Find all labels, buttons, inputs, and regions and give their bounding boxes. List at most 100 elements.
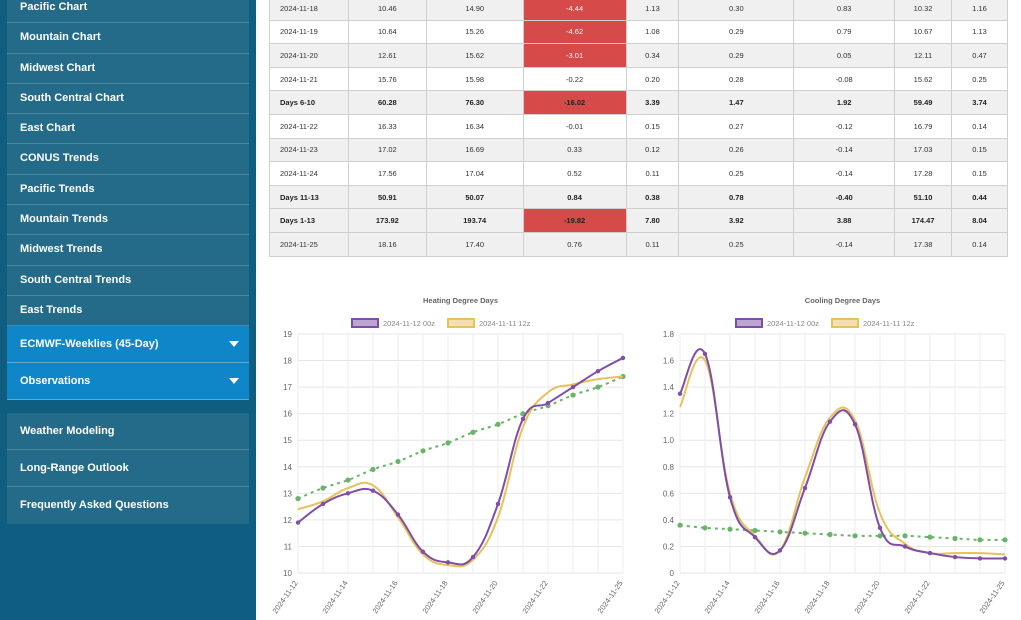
data-point[interactable] xyxy=(877,525,883,531)
table-row: 2024-11-22 16.33 16.34 -0.01 0.15 0.27 -0.12 16… xyxy=(269,113,1008,139)
table-cell: 2024-11-24 xyxy=(269,161,349,186)
data-point[interactable] xyxy=(520,416,526,422)
legend-label[interactable]: 2024-11-12 00z xyxy=(383,319,435,328)
data-point[interactable] xyxy=(677,522,683,528)
legend-label[interactable]: 2024-11-11 12z xyxy=(863,319,915,328)
data-point[interactable] xyxy=(927,534,933,540)
data-point[interactable] xyxy=(395,512,401,517)
sidebar-item-pacific-trends[interactable]: Pacific Trends xyxy=(7,175,249,206)
data-point[interactable] xyxy=(852,422,858,427)
data-point[interactable] xyxy=(595,384,601,390)
data-point[interactable] xyxy=(345,491,351,496)
data-point[interactable] xyxy=(752,527,758,534)
data-point[interactable] xyxy=(952,535,958,542)
sidebar-item-pacific-chart[interactable]: Pacific Chart xyxy=(7,0,249,24)
data-point[interactable] xyxy=(420,448,426,454)
data-point[interactable] xyxy=(295,520,301,525)
data-point[interactable] xyxy=(345,477,351,483)
sidebar-item-mountain-chart[interactable]: Mountain Chart xyxy=(7,23,249,54)
data-point[interactable] xyxy=(545,400,551,406)
sidebar-link-weather-modeling[interactable]: Weather Modeling xyxy=(7,413,249,450)
data-point[interactable] xyxy=(702,351,708,357)
data-point[interactable] xyxy=(620,355,626,361)
data-point[interactable] xyxy=(445,440,451,446)
data-point[interactable] xyxy=(727,495,733,500)
data-point[interactable] xyxy=(420,549,426,554)
table-cell: 3.88 xyxy=(793,208,896,233)
sidebar-item-south-central-trends[interactable]: South Central Trends xyxy=(7,266,249,296)
data-point[interactable] xyxy=(802,530,808,536)
data-point[interactable] xyxy=(902,533,908,539)
dropdown-observations[interactable]: Observations xyxy=(7,363,249,401)
data-point[interactable] xyxy=(777,529,783,535)
table-cell: -3.01 xyxy=(522,43,627,68)
table-cell: 10.32 xyxy=(894,0,953,21)
data-point[interactable] xyxy=(495,501,501,507)
y-tick-label: 1.4 xyxy=(663,383,675,392)
sidebar-item-east-chart[interactable]: East Chart xyxy=(7,114,249,145)
table-cell: 1.92 xyxy=(793,90,896,115)
data-point[interactable] xyxy=(927,550,933,556)
data-point[interactable] xyxy=(370,488,376,493)
data-point[interactable] xyxy=(752,534,758,540)
data-point[interactable] xyxy=(570,392,576,398)
data-point[interactable] xyxy=(395,458,401,465)
data-point[interactable] xyxy=(702,525,708,531)
data-point[interactable] xyxy=(727,526,733,532)
table-row: 2024-11-23 17.02 16.69 0.33 0.12 0.26 -0.14 17.… xyxy=(269,137,1008,163)
legend-swatch[interactable] xyxy=(351,318,379,328)
table-cell: 10.64 xyxy=(347,19,427,45)
data-point[interactable] xyxy=(320,485,326,491)
sidebar-item-conus-trends[interactable]: CONUS Trends xyxy=(7,144,249,175)
data-point[interactable] xyxy=(977,556,983,561)
data-point[interactable] xyxy=(802,485,808,491)
data-point[interactable] xyxy=(677,391,683,396)
data-point[interactable] xyxy=(1002,537,1008,543)
data-point[interactable] xyxy=(952,554,958,560)
data-point[interactable] xyxy=(470,554,476,560)
sidebar-item-midwest-trends[interactable]: Midwest Trends xyxy=(7,235,249,266)
data-point[interactable] xyxy=(852,533,858,539)
table-cell: 0.27 xyxy=(678,113,795,139)
x-tick-label: 2024-11-16 xyxy=(753,579,782,615)
table-cell: 0.34 xyxy=(625,43,680,68)
data-point[interactable] xyxy=(902,544,908,549)
sidebar-item-east-trends[interactable]: East Trends xyxy=(7,296,249,327)
y-tick-label: 19 xyxy=(283,330,292,339)
data-point[interactable] xyxy=(495,421,501,427)
data-point[interactable] xyxy=(470,429,476,435)
legend-label[interactable]: 2024-11-11 12z xyxy=(479,319,531,328)
legend-label[interactable]: 2024-11-12 00z xyxy=(767,319,819,328)
data-point[interactable] xyxy=(827,531,833,538)
data-point[interactable] xyxy=(320,501,326,507)
legend-swatch[interactable] xyxy=(831,318,859,328)
sidebar-link-faq[interactable]: Frequently Asked Questions xyxy=(20,499,169,511)
sidebar-item-mountain-trends[interactable]: Mountain Trends xyxy=(7,205,249,236)
y-tick-label: 10 xyxy=(283,569,292,578)
table-cell: 0.20 xyxy=(625,66,680,92)
data-point[interactable] xyxy=(827,419,833,424)
data-point[interactable] xyxy=(1002,556,1008,561)
sidebar-item-south-central-chart[interactable]: South Central Chart xyxy=(7,84,249,115)
table-cell: 60.28 xyxy=(347,90,427,115)
sidebar-item-midwest-chart[interactable]: Midwest Chart xyxy=(7,54,249,84)
data-point[interactable] xyxy=(595,368,601,374)
table-row: 2024-11-19 10.64 15.26 -4.62 1.08 0.29 0.79 10.… xyxy=(269,19,1008,45)
data-point[interactable] xyxy=(295,496,301,502)
sidebar-link-long-range-outlook[interactable]: Long-Range Outlook xyxy=(7,450,249,487)
data-point[interactable] xyxy=(370,466,376,473)
legend-swatch[interactable] xyxy=(447,318,475,328)
data-point[interactable] xyxy=(445,560,451,565)
table-cell: 10.67 xyxy=(894,19,953,45)
table-cell: 0.11 xyxy=(625,231,680,257)
data-point[interactable] xyxy=(877,533,883,539)
dropdown-ecmwf-weeklies[interactable]: ECMWF-Weeklies (45-Day) xyxy=(7,326,249,364)
y-tick-label: 1.0 xyxy=(663,436,675,445)
data-point[interactable] xyxy=(570,384,576,390)
data-point[interactable] xyxy=(977,537,983,543)
table-row: 2024-11-21 15.76 15.98 -0.22 0.20 0.28 -0.08 15… xyxy=(269,66,1008,92)
table-cell: 16.34 xyxy=(425,113,524,139)
data-point[interactable] xyxy=(777,548,783,553)
table-cell: 16.69 xyxy=(425,137,524,163)
legend-swatch[interactable] xyxy=(735,318,763,328)
